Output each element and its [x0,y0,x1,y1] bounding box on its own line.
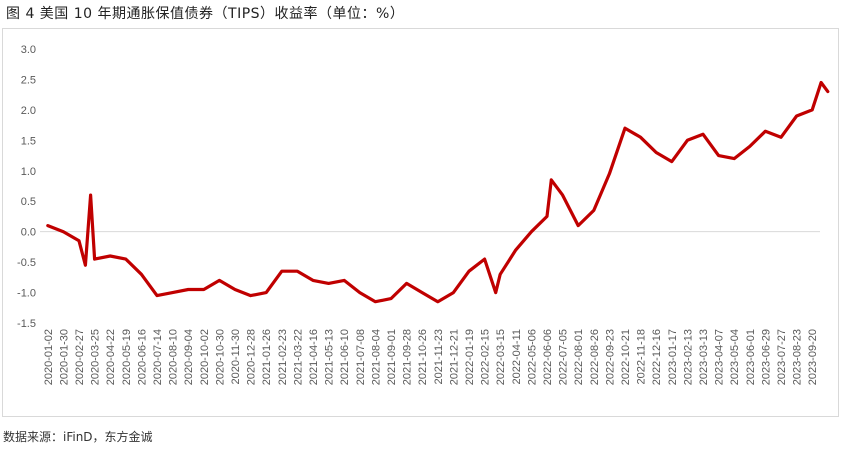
y-axis: 3.0 2.5 2.0 1.5 1.0 0.5 0.0 -0.5 -1.0 -1.5 [17,44,36,330]
figure-title: 图 4 美国 10 年期通胀保值债券（TIPS）收益率（单位：%） [6,6,405,22]
x-tick-label: 2021-09-01 [386,329,398,385]
x-tick-label: 2023-03-13 [698,329,710,385]
x-tick-label: 2020-04-22 [105,329,117,385]
x-tick-label: 2023-05-04 [729,329,741,385]
x-tick-label: 2021-08-04 [370,329,382,385]
x-tick-label: 2022-10-21 [620,329,632,385]
x-tick-label: 2020-10-30 [214,329,226,385]
x-axis: 2020-01-02 2020-01-30 2020-02-27 2020-03-25… [43,329,819,385]
tips-yield-chart: 3.0 2.5 2.0 1.5 1.0 0.5 0.0 -0.5 -1.0 -1.5 2020-0… [17,44,830,385]
y-tick-label: 3.0 [21,44,36,56]
x-tick-label: 2023-04-07 [714,329,726,385]
x-tick-label: 2023-01-17 [667,329,679,385]
x-tick-label: 2022-05-06 [526,329,538,385]
x-tick-label: 2020-01-30 [58,329,70,385]
y-tick-label: 1.0 [21,166,36,178]
y-tick-label: -1.5 [17,318,36,330]
y-tick-label: 0.5 [21,196,36,208]
y-tick-label: 2.5 [21,74,36,86]
x-tick-label: 2021-01-26 [261,329,273,385]
y-tick-label: 2.0 [21,105,36,117]
x-tick-label: 2022-08-01 [573,329,585,385]
x-tick-label: 2020-03-25 [90,329,102,385]
tips-yield-line [46,80,830,304]
x-tick-label: 2022-07-05 [558,329,570,385]
x-tick-label: 2022-11-18 [636,329,648,384]
x-tick-label: 2021-04-16 [308,329,320,385]
x-tick-label: 2022-06-06 [542,329,554,385]
x-tick-label: 2022-02-15 [480,329,492,385]
x-tick-label: 2023-08-23 [792,329,804,385]
x-tick-label: 2022-04-11 [511,329,523,384]
x-tick-label: 2023-09-20 [807,329,819,385]
x-tick-label: 2020-08-10 [168,329,180,385]
x-tick-label: 2023-07-27 [776,329,788,385]
y-tick-label: 1.5 [21,135,36,147]
x-tick-label: 2021-05-13 [324,329,336,385]
x-tick-label: 2021-07-08 [355,329,367,385]
data-source: 数据来源：iFinD，东方金诚 [3,430,153,444]
x-tick-label: 2021-03-22 [292,329,304,385]
x-tick-label: 2021-06-10 [339,329,351,385]
x-tick-label: 2020-02-27 [74,329,86,385]
x-tick-label: 2023-06-01 [745,329,757,385]
y-tick-label: -0.5 [17,257,36,269]
x-tick-label: 2020-07-14 [152,329,164,385]
x-tick-label: 2022-03-15 [495,329,507,385]
x-tick-label: 2021-12-21 [448,329,460,385]
x-tick-label: 2021-11-23 [433,329,445,384]
x-tick-label: 2022-09-23 [604,329,616,385]
x-tick-label: 2020-06-16 [136,329,148,385]
x-tick-label: 2020-01-02 [43,329,55,385]
x-tick-label: 2021-09-28 [402,329,414,385]
x-tick-label: 2023-02-13 [682,329,694,385]
y-tick-label: 0.0 [21,227,36,239]
y-tick-label: -1.0 [17,288,36,300]
x-tick-label: 2020-12-28 [246,329,258,385]
x-tick-label: 2021-02-23 [277,329,289,385]
x-tick-label: 2022-01-19 [464,329,476,385]
x-tick-label: 2020-10-02 [199,329,211,385]
x-tick-label: 2020-11-30 [230,329,242,384]
x-tick-label: 2022-08-26 [589,329,601,385]
x-tick-label: 2022-12-16 [651,329,663,385]
x-tick-label: 2020-09-04 [183,329,195,385]
x-tick-label: 2021-10-26 [417,329,429,385]
chart-frame [2,28,839,417]
x-tick-label: 2020-05-19 [121,329,133,385]
x-tick-label: 2023-06-29 [760,329,772,385]
